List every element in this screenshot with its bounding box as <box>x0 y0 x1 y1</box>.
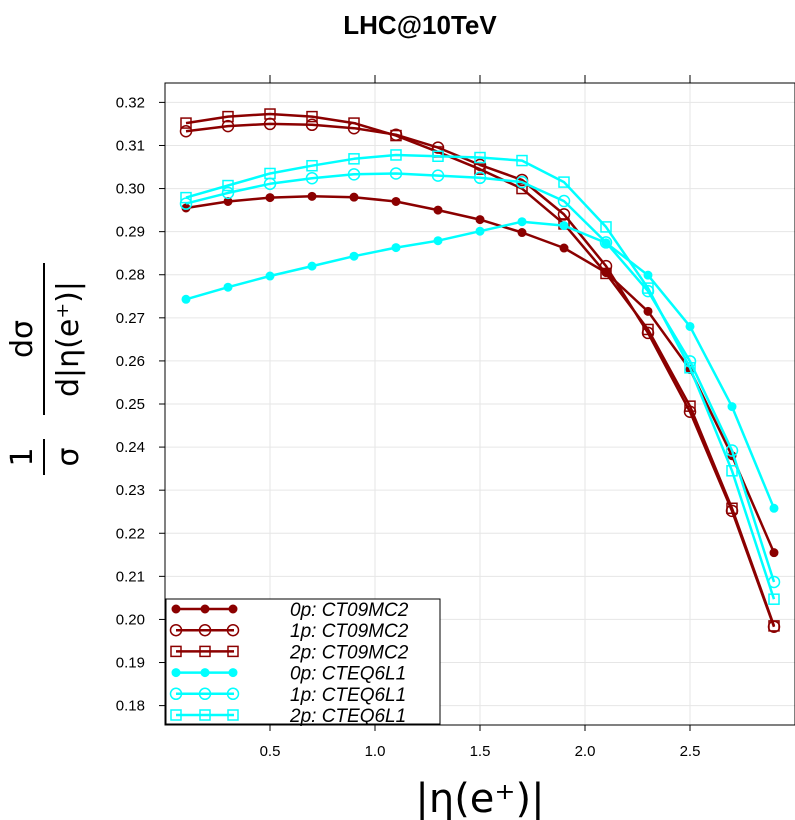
data-point <box>434 206 442 214</box>
data-point <box>266 272 274 280</box>
legend-marker <box>201 605 209 613</box>
x-tick-label: 2.5 <box>680 743 701 760</box>
y-tick-label: 0.30 <box>116 181 145 198</box>
data-point <box>560 244 568 252</box>
y-tick-label: 0.19 <box>116 655 145 672</box>
legend-label: 2p: CT09MC2 <box>289 642 409 663</box>
y-label-den1: σ <box>51 447 86 466</box>
data-point <box>770 549 778 557</box>
x-tick-label: 1.0 <box>365 743 386 760</box>
legend: 0p: CT09MC21p: CT09MC22p: CT09MC20p: CTE… <box>166 599 440 727</box>
data-point <box>266 194 274 202</box>
data-point <box>350 193 358 201</box>
y-tick-label: 0.27 <box>116 310 145 327</box>
data-point <box>770 504 778 512</box>
y-tick-label: 0.20 <box>116 611 145 628</box>
legend-marker <box>172 605 180 613</box>
y-label-num1: 1 <box>5 447 40 466</box>
legend-label: 0p: CTEQ6L1 <box>290 664 406 685</box>
y-label-num2: dσ <box>5 320 40 358</box>
y-tick-label: 0.18 <box>116 698 145 715</box>
data-point <box>518 218 526 226</box>
data-point <box>686 322 694 330</box>
y-tick-label: 0.32 <box>116 94 145 111</box>
y-tick-label: 0.26 <box>116 353 145 370</box>
legend-marker <box>229 605 237 613</box>
y-tick-label: 0.23 <box>116 482 145 499</box>
x-tick-label: 0.5 <box>260 743 281 760</box>
data-point <box>560 222 568 230</box>
y-tick-label: 0.21 <box>116 568 145 585</box>
legend-marker <box>229 669 237 677</box>
data-point <box>350 252 358 260</box>
data-point <box>476 227 484 235</box>
data-point <box>308 262 316 270</box>
y-tick-label: 0.22 <box>116 525 145 542</box>
data-point <box>728 403 736 411</box>
y-tick-label: 0.28 <box>116 267 145 284</box>
legend-label: 0p: CT09MC2 <box>290 600 409 621</box>
data-point <box>392 244 400 252</box>
legend-label: 1p: CT09MC2 <box>290 621 409 642</box>
data-point <box>224 283 232 291</box>
data-point <box>392 197 400 205</box>
y-tick-label: 0.25 <box>116 396 145 413</box>
legend-label: 2p: CTEQ6L1 <box>289 706 406 727</box>
data-point <box>308 192 316 200</box>
data-point <box>182 295 190 303</box>
data-point <box>434 237 442 245</box>
y-tick-label: 0.31 <box>116 137 145 154</box>
data-point <box>518 229 526 237</box>
y-tick-label: 0.29 <box>116 224 145 241</box>
y-tick-label: 0.24 <box>116 439 145 456</box>
legend-label: 1p: CTEQ6L1 <box>290 685 406 706</box>
data-point <box>644 307 652 315</box>
x-axis-label: |η(e⁺)| <box>415 776 544 820</box>
legend-marker <box>201 669 209 677</box>
x-tick-label: 2.0 <box>575 743 596 760</box>
y-label-den2: d|η(e⁺)| <box>51 281 86 397</box>
chart-title: LHC@10TeV <box>343 10 497 40</box>
data-point <box>644 271 652 279</box>
y-axis-label: 1 σ dσ d|η(e⁺)| <box>5 263 86 475</box>
legend-marker <box>172 669 180 677</box>
x-tick-label: 1.5 <box>470 743 491 760</box>
data-point <box>476 216 484 224</box>
